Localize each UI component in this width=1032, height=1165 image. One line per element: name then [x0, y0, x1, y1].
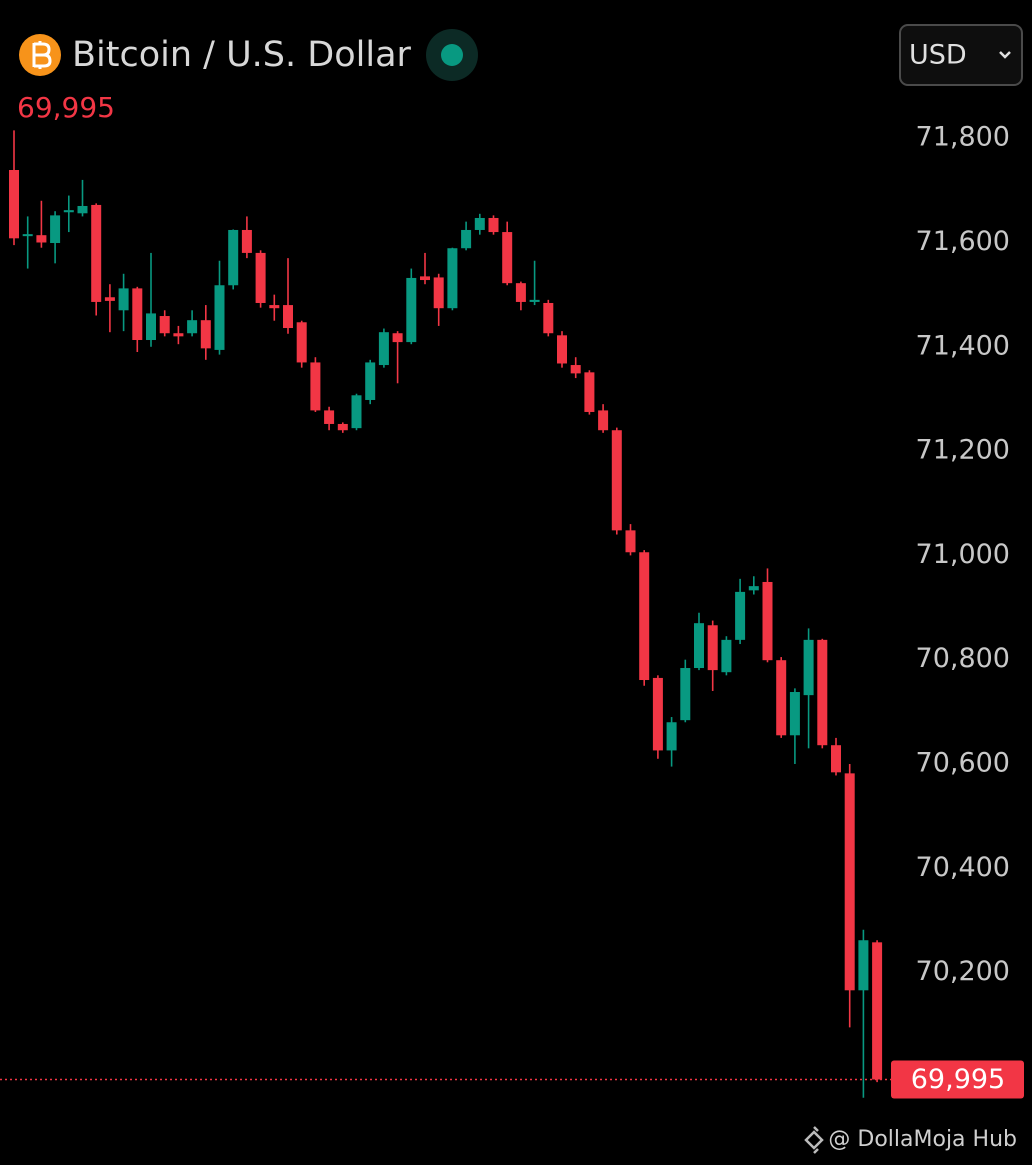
y-tick-label: 71,000	[916, 539, 1010, 570]
candle-body	[488, 217, 499, 233]
candle-body	[187, 320, 198, 334]
candle-body	[543, 302, 554, 334]
candle-body	[474, 217, 485, 230]
candle-body	[584, 372, 595, 412]
candle-body	[844, 773, 855, 991]
candle-body	[77, 205, 88, 214]
plot: 70,200 70,400 70,600 70,800 71,000 71,200 71,4…	[0, 122, 1024, 1099]
y-tick-label: 71,400	[916, 330, 1010, 361]
candle-body	[392, 333, 403, 343]
candle-body	[461, 229, 472, 249]
candle-body	[296, 322, 307, 363]
candle-body	[337, 423, 348, 431]
candle-body	[269, 305, 280, 309]
candle-body	[529, 299, 540, 302]
candle-body	[241, 229, 252, 253]
chevron[interactable]	[999, 51, 1011, 59]
candle-body	[214, 285, 225, 350]
candle-body	[63, 210, 74, 213]
watermark: @ DollaMoja Hub	[828, 1127, 1017, 1152]
candle-body	[255, 252, 266, 303]
candle-body	[789, 692, 800, 736]
candle-body	[858, 940, 869, 991]
candle-body	[118, 288, 129, 311]
candle-body	[310, 362, 321, 411]
candle-body	[803, 639, 814, 696]
candle-body	[817, 639, 828, 746]
candle-body	[735, 591, 746, 640]
chart-title: Bitcoin / U.S. Dollar	[72, 35, 412, 75]
candle-body	[625, 530, 636, 553]
candle-body	[173, 333, 184, 337]
status-dot	[441, 44, 463, 66]
y-tick-label: 71,600	[916, 226, 1010, 257]
candle-body	[598, 410, 609, 431]
coin-glyph	[32, 41, 52, 69]
y-tick-label: 70,200	[916, 956, 1010, 987]
candle-body	[420, 276, 430, 281]
watermark-icon	[804, 1126, 824, 1154]
candle-body	[639, 552, 650, 681]
candle-body	[200, 320, 211, 349]
candle-body	[378, 332, 389, 366]
candle-body	[666, 722, 677, 751]
candle-body	[22, 234, 33, 237]
candle-body	[707, 625, 718, 671]
y-tick-label: 71,200	[916, 435, 1010, 466]
candle-body	[652, 677, 663, 751]
candle-body	[9, 170, 19, 239]
last-price-tag	[891, 1060, 1024, 1099]
candle-body	[433, 277, 444, 309]
candle-body	[36, 235, 47, 243]
candle-body	[447, 248, 458, 309]
candle-body	[228, 229, 239, 286]
candle-body	[776, 660, 787, 736]
y-tick-label: 70,400	[916, 852, 1010, 883]
candle-body	[406, 277, 417, 343]
candle-body	[146, 313, 156, 341]
candle-body	[694, 623, 704, 669]
candle-body	[557, 335, 567, 364]
last-price-label: 69,995	[17, 91, 115, 124]
candle-body	[351, 395, 362, 429]
y-tick-label: 70,600	[916, 747, 1010, 778]
candle-body	[872, 942, 883, 1080]
candle-body	[132, 288, 143, 341]
candle-body	[50, 215, 61, 244]
candle-body	[680, 668, 691, 721]
candle-body	[721, 639, 732, 673]
candle-body	[159, 316, 170, 334]
candle-body	[748, 586, 759, 591]
candle-body	[831, 745, 841, 773]
candle-body	[91, 204, 102, 302]
currency-label[interactable]: USD	[909, 40, 967, 71]
candle-body	[611, 430, 622, 531]
candle-body	[365, 362, 376, 400]
currency-selector[interactable]	[899, 24, 1023, 86]
candle-body	[570, 365, 581, 374]
candle-body	[502, 232, 513, 284]
candle-body	[104, 297, 115, 301]
candle-body	[762, 581, 773, 661]
last-price-tag-label: 69,995	[911, 1064, 1005, 1095]
candle-body	[324, 410, 335, 424]
y-tick-label: 71,800	[916, 122, 1010, 153]
candle-body	[515, 283, 526, 302]
y-tick-label: 70,800	[916, 643, 1010, 674]
candle-body	[283, 305, 293, 329]
